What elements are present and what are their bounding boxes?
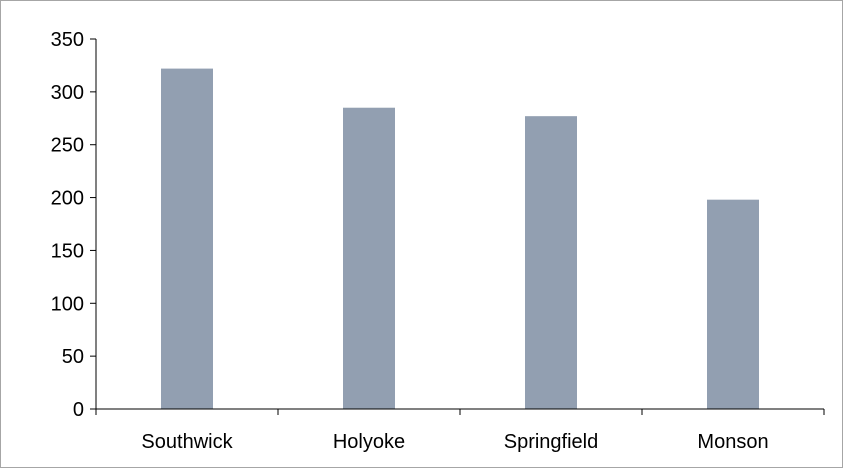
- x-tick-label: Springfield: [504, 431, 599, 453]
- y-tick-label: 350: [51, 29, 84, 51]
- bars: [161, 68, 759, 410]
- bar-holyoke: [343, 107, 395, 409]
- bar-monson: [707, 199, 759, 409]
- x-tick-label: Monson: [697, 431, 768, 453]
- bar-springfield: [525, 116, 577, 410]
- y-tick-label: 250: [51, 135, 84, 157]
- y-tick-label: 50: [62, 346, 84, 368]
- y-tick-label: 150: [51, 240, 84, 262]
- y-axis: 0 50 100 150 200 250 300 350: [51, 29, 97, 421]
- x-axis: Southwick Holyoke Springfield Monson: [95, 408, 825, 453]
- y-tick-label: 200: [51, 188, 84, 210]
- x-tick-label: Holyoke: [333, 431, 405, 453]
- bar-southwick: [161, 68, 213, 409]
- x-tick-label: Southwick: [141, 431, 233, 453]
- y-tick-label: 0: [73, 399, 84, 421]
- y-tick-label: 100: [51, 293, 84, 315]
- y-tick-label: 300: [51, 82, 84, 104]
